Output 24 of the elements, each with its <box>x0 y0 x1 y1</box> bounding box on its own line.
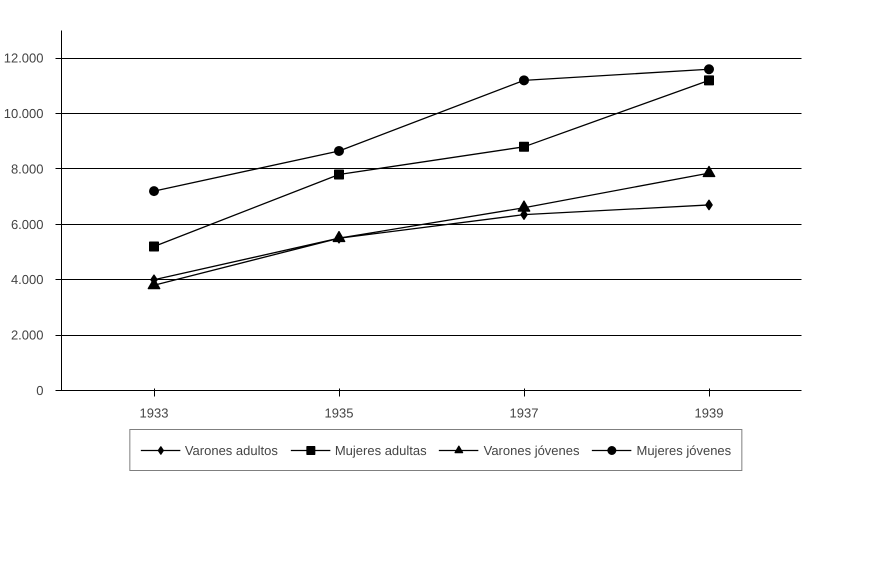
point <box>702 166 716 178</box>
legend-label: Mujeres adultas <box>334 442 427 458</box>
legend-label: Varones jóvenes <box>484 442 580 458</box>
point <box>149 242 159 252</box>
x-tick-label: 1939 <box>694 406 724 420</box>
point <box>704 64 714 74</box>
legend-label: Mujeres jóvenes <box>636 442 732 458</box>
point <box>334 146 344 156</box>
point <box>519 75 529 86</box>
y-tick-label: 6.000 <box>10 216 44 232</box>
point <box>519 142 529 152</box>
y-tick-label: 10.000 <box>4 106 44 122</box>
x-tick-label: 1933 <box>140 406 168 420</box>
x-tick-label: 1937 <box>510 406 538 420</box>
x-tick-label: 1935 <box>324 406 354 420</box>
y-tick-label: 4.000 <box>10 272 44 288</box>
y-tick-label: 12.000 <box>4 50 44 66</box>
legend-label: Varones adultos <box>184 442 278 458</box>
point <box>334 170 344 180</box>
point <box>704 75 714 86</box>
point <box>149 186 159 196</box>
y-tick-label: 8.000 <box>10 161 44 176</box>
y-tick-label: 0 <box>36 383 44 398</box>
y-tick-label: 2.000 <box>10 328 44 343</box>
